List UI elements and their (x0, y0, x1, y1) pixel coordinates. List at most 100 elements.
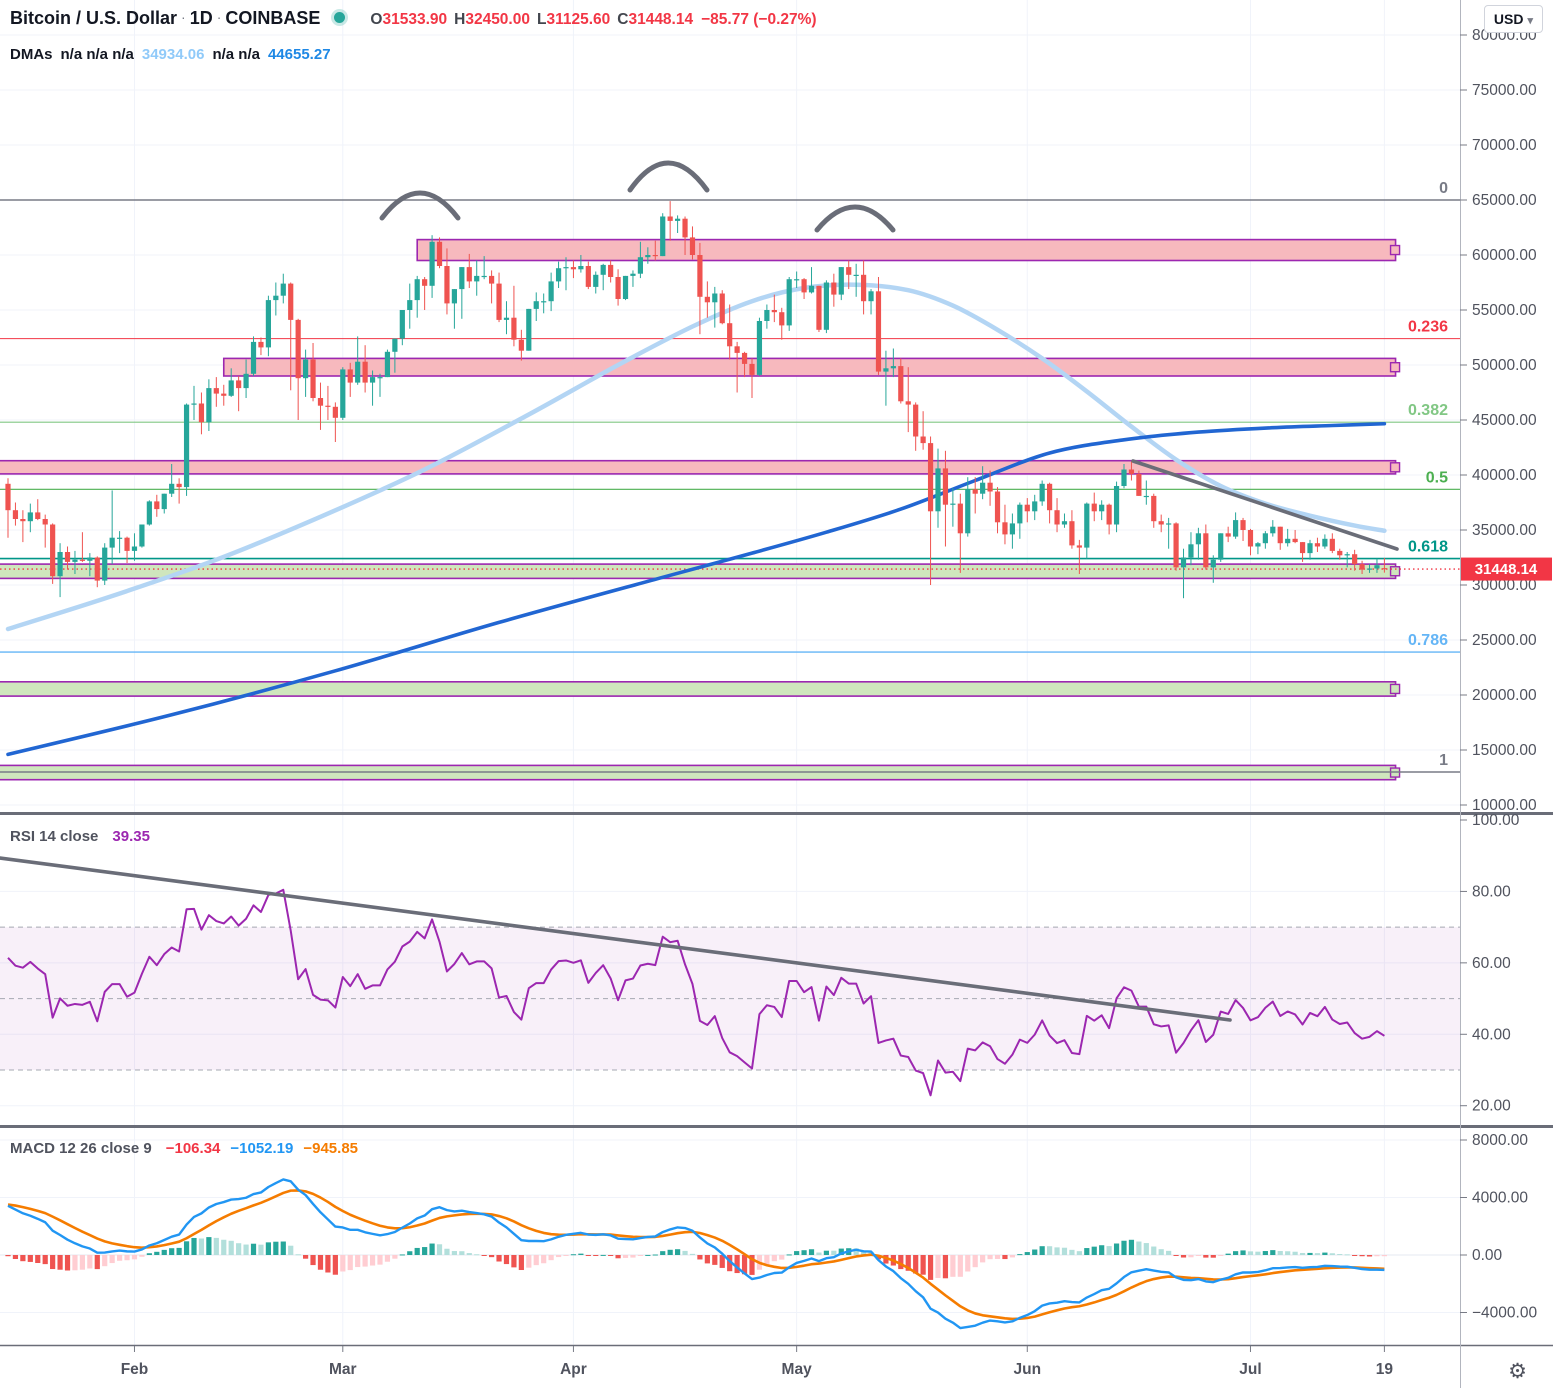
separator-dot: · (216, 9, 222, 25)
svg-text:60000.00: 60000.00 (1472, 247, 1537, 264)
zone-handle[interactable] (1389, 566, 1401, 577)
candle (176, 483, 182, 488)
symbol-title[interactable]: Bitcoin / U.S. Dollar (10, 8, 178, 28)
candle (1255, 543, 1261, 547)
dma-light-value: 34934.06 (141, 46, 205, 63)
svg-text:−4000.00: −4000.00 (1472, 1305, 1537, 1322)
zone-handle[interactable] (1389, 462, 1401, 473)
candle (1113, 486, 1120, 525)
candle (994, 491, 1001, 523)
candle (79, 559, 85, 561)
zone-handle[interactable] (1389, 683, 1401, 695)
time-axis[interactable]: Feb Mar Apr May Jun Jul 19 (121, 1346, 1394, 1378)
exchange-label[interactable]: COINBASE (225, 8, 321, 28)
dma-title[interactable]: DMAs (10, 46, 53, 63)
candle (667, 216, 673, 221)
fib-label-0: 0 (1439, 180, 1448, 197)
arc-annotation (379, 190, 461, 221)
candle (139, 524, 145, 547)
candle (236, 380, 242, 389)
candle (1032, 501, 1038, 512)
candle (585, 266, 591, 287)
macd-signal-line (7, 1189, 1385, 1321)
candle (1076, 545, 1082, 548)
candle (436, 241, 443, 266)
gear-icon[interactable]: ⚙ (1508, 1360, 1527, 1383)
candle (957, 503, 963, 534)
candle (340, 369, 346, 418)
macd-pane[interactable] (0, 1178, 1460, 1330)
candle (369, 377, 376, 383)
candle (980, 482, 986, 494)
candle (764, 310, 770, 321)
candle (1344, 554, 1350, 556)
candle (608, 264, 614, 277)
candle (258, 341, 264, 348)
candle (1047, 483, 1053, 511)
candle (689, 237, 696, 255)
candle (600, 264, 606, 275)
rsi-pane[interactable] (0, 856, 1460, 1097)
market-status-icon[interactable] (334, 12, 346, 23)
candles-layer[interactable] (5, 201, 1387, 599)
candle (42, 519, 48, 525)
candle (57, 552, 63, 577)
arc-annotation (814, 204, 896, 233)
candle (1203, 533, 1209, 568)
zone-handle[interactable] (1389, 362, 1401, 373)
candle (1069, 521, 1075, 546)
macd-legend: MACD 12 26 close 9 −106.34 −1052.19 −945.85 (10, 1140, 358, 1157)
candle (124, 537, 130, 551)
candle (652, 255, 658, 257)
svg-text:10000.00: 10000.00 (1472, 797, 1537, 814)
candle (496, 283, 502, 320)
candle (756, 321, 763, 375)
candle (675, 218, 681, 221)
candle (927, 443, 934, 512)
time-label-19: 19 (1376, 1361, 1394, 1378)
interval-label[interactable]: 1D (189, 8, 213, 28)
candle (1195, 533, 1201, 545)
annotations[interactable] (379, 160, 1399, 551)
candle (935, 468, 941, 512)
svg-text:75000.00: 75000.00 (1472, 82, 1537, 99)
candle (704, 296, 710, 303)
candle (1262, 533, 1268, 544)
candle (1106, 504, 1112, 525)
candle (198, 403, 205, 423)
candle (1166, 523, 1172, 525)
candle (451, 289, 457, 304)
candle (734, 346, 740, 353)
candle (414, 279, 420, 301)
candle (50, 524, 56, 577)
candle (407, 300, 413, 310)
candle (615, 277, 621, 299)
candle (429, 241, 435, 286)
candle (206, 388, 212, 423)
low-value: 31125.60 (546, 11, 611, 28)
candle (794, 279, 800, 281)
candle (213, 388, 219, 394)
candle (1218, 533, 1224, 560)
macd-title[interactable]: MACD 12 26 close 9 (10, 1140, 152, 1157)
macd-line-value: −1052.19 (230, 1140, 294, 1157)
fib-label-0.382: 0.382 (1408, 402, 1448, 419)
zone-supply-50k (222, 357, 1397, 377)
macd-signal-value: −945.85 (303, 1140, 358, 1157)
candle (1091, 503, 1097, 512)
svg-text:50000.00: 50000.00 (1472, 357, 1537, 374)
svg-text:4000.00: 4000.00 (1472, 1190, 1528, 1207)
macd-line (7, 1178, 1385, 1330)
currency-dropdown-button[interactable]: USD ▾ (1483, 5, 1543, 33)
candle (228, 380, 234, 396)
currency-label: USD (1493, 11, 1524, 27)
svg-text:25000.00: 25000.00 (1472, 632, 1537, 649)
candle (555, 268, 562, 282)
zone-supply-61k (416, 238, 1397, 262)
price-axis[interactable]: 80000.0075000.0070000.0065000.0060000.00… (1460, 27, 1537, 1322)
candle (972, 489, 978, 494)
rsi-title[interactable]: RSI 14 close (10, 828, 99, 845)
candle (1359, 564, 1365, 570)
zone-handle[interactable] (1389, 244, 1401, 256)
